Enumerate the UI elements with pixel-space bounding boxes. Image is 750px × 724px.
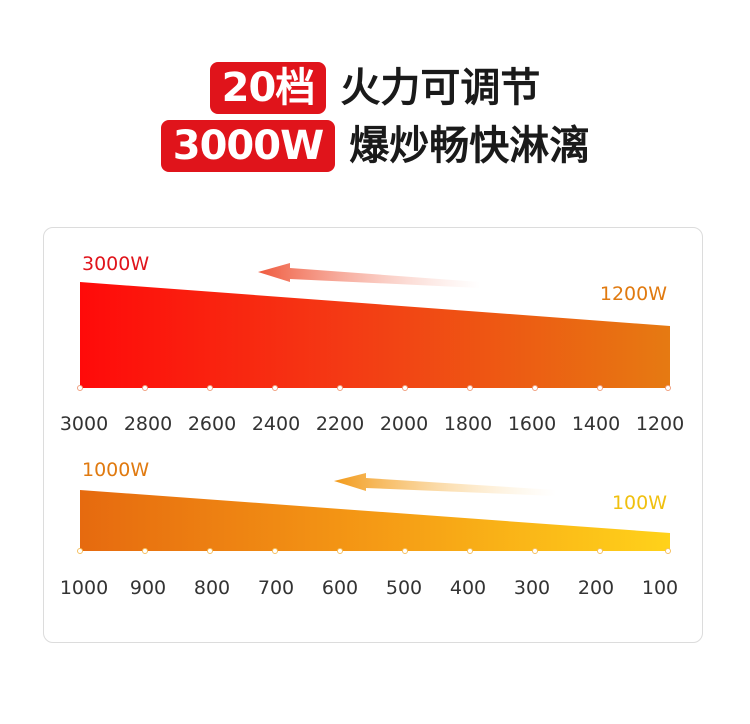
panel2-tick: 700	[258, 577, 294, 599]
panel1-tick: 1800	[444, 413, 492, 435]
panel2-tick: 900	[130, 577, 166, 599]
headline-row-2: 3000W 爆炒畅快淋漓	[0, 120, 750, 172]
panel2-tick: 300	[514, 577, 550, 599]
adjustable-heat-text: 火力可调节	[340, 65, 541, 111]
headline-row-1: 20档 火力可调节	[0, 62, 750, 114]
panel2-tick: 200	[578, 577, 614, 599]
panel1-tick: 1200	[636, 413, 684, 435]
panel1-min-label: 1200W	[600, 283, 667, 305]
panel1-tick: 3000	[60, 413, 108, 435]
panel2-tick: 400	[450, 577, 486, 599]
panel1-tick: 2400	[252, 413, 300, 435]
panel2-tick: 500	[386, 577, 422, 599]
panel2-tick-row: 1000 900 800 700 600 500 400 300 200 100	[60, 577, 678, 599]
panel1-tick: 2000	[380, 413, 428, 435]
panel2-decrease-arrow	[334, 473, 556, 496]
power-badge: 3000W	[160, 120, 336, 172]
panel2-tick-dots	[77, 548, 671, 554]
panel2-tick: 600	[322, 577, 358, 599]
panel2-power-wedge	[80, 490, 670, 551]
panel2-min-label: 100W	[612, 492, 667, 514]
panel2-tick: 800	[194, 577, 230, 599]
panel1-tick-row: 3000 2800 2600 2400 2200 2000 1800 1600 …	[60, 413, 684, 435]
gear-count-badge: 20档	[209, 62, 327, 114]
panel2-tick: 1000	[60, 577, 108, 599]
panel1-tick: 2200	[316, 413, 364, 435]
panel1-tick: 1600	[508, 413, 556, 435]
panel1-tick: 1400	[572, 413, 620, 435]
panel1-tick-dots	[77, 385, 671, 391]
stir-fry-text: 爆炒畅快淋漓	[349, 123, 590, 169]
panel1-tick: 2800	[124, 413, 172, 435]
panel1-decrease-arrow	[258, 263, 480, 288]
panel1-tick: 2600	[188, 413, 236, 435]
panel1-power-wedge	[80, 282, 670, 388]
panel2-max-label: 1000W	[82, 459, 149, 481]
panel2-tick: 100	[642, 577, 678, 599]
panel1-max-label: 3000W	[82, 253, 149, 275]
